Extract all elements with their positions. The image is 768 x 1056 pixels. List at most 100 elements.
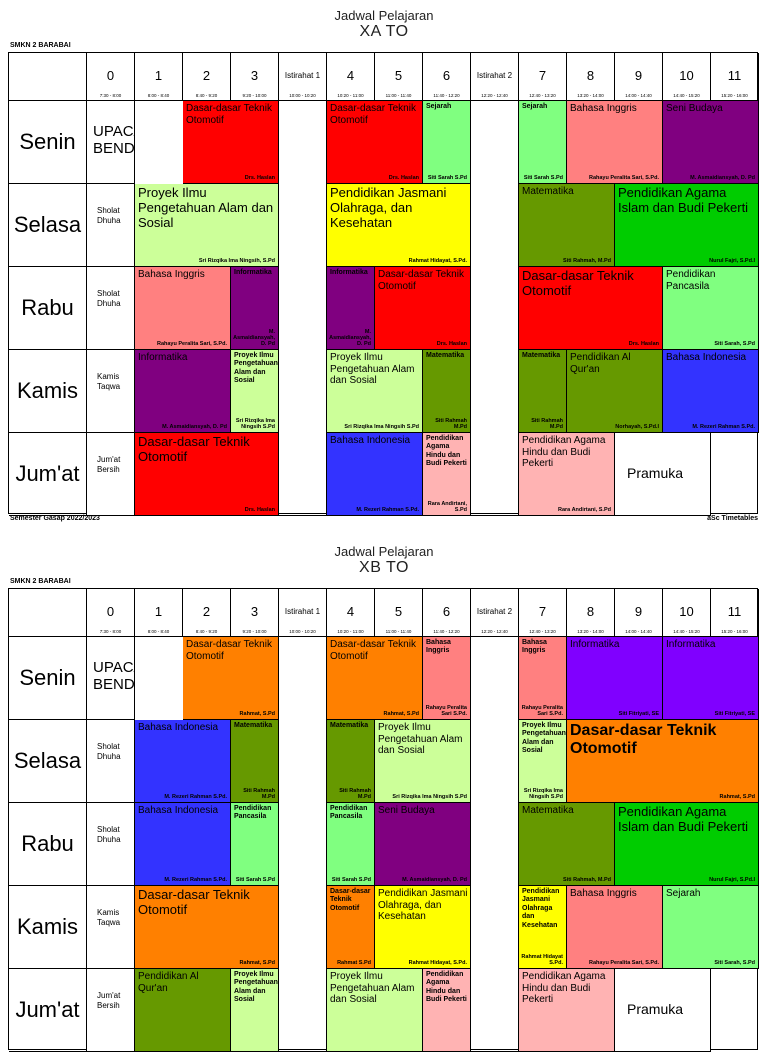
lesson-cell[interactable]: Pendidikan Agama Hindu dan Budi Pekerti [519,969,615,1052]
lesson-cell[interactable]: Dasar-dasar Teknik Otomotif Rahmat, S.Pd [327,637,423,720]
lesson-cell[interactable]: Pendidikan Pancasila Siti Sarah S.Pd [327,803,375,886]
lesson-cell[interactable]: Pendidikan Agama Islam dan Budi Pekerti N… [615,803,759,886]
lesson-cell[interactable]: Bahasa Inggris Rahayu Peralita Sari, S.Pd… [567,886,663,969]
lesson-cell[interactable]: Jum'at Bersih [87,433,135,516]
lesson-cell[interactable]: Proyek Ilmu Pengetahuan Alam dan Sosial S… [231,350,279,433]
lesson-cell[interactable]: Pendidikan Al Qur'an Norhayah, S.Pd.I [567,350,663,433]
lesson-cell[interactable]: Dasar-dasar Teknik Otomotif Drs. Haslan [135,433,279,516]
lesson-cell[interactable]: Pendidikan Jasmani Olahraga, dan Kesehat… [375,886,471,969]
day-label: Rabu [9,803,87,886]
lesson-cell[interactable]: Bahasa Inggris Rahayu Peralita Sari S.Pd. [519,637,567,720]
lesson-cell[interactable]: Proyek Ilmu Pengetahuan Alam dan Sosial S… [519,720,567,803]
lesson-cell[interactable]: Proyek Ilmu Pengetahuan Alam dan Sosial [327,969,423,1052]
period-header: 2 8:40 - 9:20 [183,53,231,101]
lesson-cell[interactable]: Pendidikan Al Qur'an [135,969,231,1052]
lesson-cell[interactable]: Dasar-dasar Teknik Otomotif Drs. Haslan [519,267,663,350]
lesson-cell[interactable]: UPACARA BENDERA [87,101,135,184]
lesson-cell[interactable]: Bahasa Inggris Rahayu Peralita Sari, S.Pd… [135,267,231,350]
lesson-cell[interactable]: Proyek Ilmu Pengetahuan Alam dan Sosial S… [135,184,279,267]
lesson-subject: Dasar-dasar Teknik Otomotif [330,103,416,126]
lesson-cell[interactable]: Dasar-dasar Teknik Otomotif Rahmat S.Pd [327,886,375,969]
lesson-cell[interactable]: Kamis Taqwa [87,886,135,969]
lesson-cell[interactable]: Dasar-dasar Teknik Otomotif Rahmat, S.Pd [183,637,279,720]
lesson-cell[interactable]: Informatika Siti Fitriyati, SE [567,637,663,720]
lesson-teacher: Drs. Haslan [244,507,275,513]
break-column [279,101,327,516]
period-time: 8:00 - 8:40 [147,629,170,634]
lesson-subject: Pendidikan Agama Hindu dan Budi Pekerti [426,435,467,468]
day-name: Senin [19,129,76,154]
lesson-cell[interactable]: UPACARA BENDERA [87,637,135,720]
lesson-cell[interactable]: Matematika Siti Rahmah M.Pd [327,720,375,803]
lesson-teacher: Rahayu Peralita Sari S.Pd. [425,705,467,717]
day-label: Rabu [9,267,87,350]
period-header: Istirahat 2 12:20 - 12:40 [471,53,519,101]
lesson-subject: Pendidikan Agama Hindu dan Budi Pekerti [522,971,606,1005]
lesson-cell[interactable]: Matematika Siti Rahmah M.Pd [423,350,471,433]
period-number: 3 [250,604,259,619]
lesson-cell[interactable]: Bahasa Indonesia M. Rezeri Rahman S.Pd. [663,350,759,433]
lesson-teacher: Nurul Fajri, S.Pd.I [709,258,755,264]
lesson-cell[interactable]: Informatika M. Asmaidiansyah, D. Pd [327,267,375,350]
lesson-cell[interactable]: Jum'at Bersih [87,969,135,1052]
lesson-cell[interactable]: Sholat Dhuha [87,720,135,803]
lesson-teacher: Siti Rahmah M.Pd [243,788,275,800]
lesson-cell[interactable]: Dasar-dasar Teknik Otomotif Rahmat, S.Pd [135,886,279,969]
lesson-cell[interactable]: Informatika M. Asmaidiansyah, D. Pd [231,267,279,350]
lesson-cell[interactable]: Kamis Taqwa [87,350,135,433]
lesson-cell[interactable]: Proyek Ilmu Pengetahuan Alam dan Sosial [231,969,279,1052]
lesson-cell[interactable]: Informatika M. Asmaidiansyah, D. Pd [135,350,231,433]
lesson-teacher: Rahmat Hidayat, S.Pd. [408,258,467,264]
period-header: 3 9:20 - 10:00 [231,53,279,101]
period-header: 1 8:00 - 8:40 [135,589,183,637]
lesson-cell[interactable]: Sejarah Siti Sarah S.Pd [519,101,567,184]
lesson-cell[interactable]: Dasar-dasar Teknik Otomotif Drs. Haslan [327,101,423,184]
period-time: 14:00 - 14:40 [625,629,652,634]
lesson-cell[interactable]: Dasar-dasar Teknik Otomotif Drs. Haslan [375,267,471,350]
lesson-cell[interactable]: Dasar-dasar Teknik Otomotif Drs. Haslan [183,101,279,184]
period-header: 6 11:40 - 12:20 [423,589,471,637]
lesson-subject: Dasar-dasar Teknik Otomotif [522,268,634,298]
lesson-cell[interactable]: Sejarah Siti Sarah, S.Pd [663,886,759,969]
lesson-cell[interactable]: Sholat Dhuha [87,267,135,350]
lesson-cell[interactable]: Proyek Ilmu Pengetahuan Alam dan Sosial S… [375,720,471,803]
lesson-cell[interactable]: Matematika Siti Rahmah, M.Pd [519,803,615,886]
lesson-subject: UPACARA BENDERA [93,659,135,694]
lesson-cell[interactable]: Bahasa Indonesia M. Rezeri Rahman S.Pd. [135,720,231,803]
lesson-teacher: Drs. Haslan [628,341,659,347]
lesson-cell[interactable]: Bahasa Indonesia M. Rezeri Rahman S.Pd. [327,433,423,516]
lesson-cell[interactable]: Matematika Siti Rahmah M.Pd [519,350,567,433]
period-number: Istirahat 2 [476,71,513,80]
break-column [471,101,519,516]
lesson-cell[interactable]: Pendidikan Jasmani Olahraga, dan Kesehat… [327,184,471,267]
lesson-cell[interactable]: Pendidikan Agama Islam dan Budi Pekerti N… [615,184,759,267]
lesson-subject: Matematika [522,186,574,197]
lesson-cell[interactable]: Dasar-dasar Teknik Otomotif Rahmat, S.Pd [567,720,759,803]
day-label: Jum'at [9,433,87,516]
lesson-cell[interactable]: Seni Budaya M. Asmaidiansyah, D. Pd [375,803,471,886]
period-number: 6 [442,604,451,619]
lesson-cell[interactable]: Matematika Siti Rahmah M.Pd [231,720,279,803]
lesson-cell[interactable]: Sejarah Siti Sarah S.Pd [423,101,471,184]
lesson-cell[interactable]: Pramuka [615,969,711,1052]
lesson-cell[interactable]: Pendidikan Jasmani Olahraga dan Kesehata… [519,886,567,969]
lesson-cell[interactable]: Seni Budaya M. Asmaidiansyah, D. Pd [663,101,759,184]
lesson-cell[interactable]: Pramuka [615,433,711,516]
lesson-cell[interactable]: Pendidikan Agama Hindu dan Budi Pekerti R… [423,433,471,516]
lesson-cell[interactable]: Pendidikan Pancasila Siti Sarah S.Pd [231,803,279,886]
lesson-cell[interactable]: Bahasa Indonesia M. Rezeri Rahman S.Pd. [135,803,231,886]
lesson-cell[interactable]: Bahasa Inggris Rahayu Peralita Sari, S.Pd… [567,101,663,184]
lesson-cell[interactable]: Proyek Ilmu Pengetahuan Alam dan Sosial S… [327,350,423,433]
lesson-cell[interactable]: Bahasa Inggris Rahayu Peralita Sari S.Pd. [423,637,471,720]
lesson-cell[interactable]: Informatika Siti Fitriyati, SE [663,637,759,720]
period-header: 0 7:30 - 8:00 [87,589,135,637]
lesson-cell[interactable]: Pendidikan Agama Hindu dan Budi Pekerti [423,969,471,1052]
period-time: 10:20 - 11:00 [337,629,364,634]
lesson-cell[interactable]: Sholat Dhuha [87,803,135,886]
lesson-cell[interactable]: Pendidikan Agama Hindu dan Budi Pekerti R… [519,433,615,516]
lesson-cell[interactable]: Sholat Dhuha [87,184,135,267]
lesson-subject: Dasar-dasar Teknik Otomotif [330,639,416,662]
lesson-cell[interactable]: Matematika Siti Rahmah, M.Pd [519,184,615,267]
lesson-cell[interactable]: Pendidikan Pancasila Siti Sarah, S.Pd [663,267,759,350]
timetable-title: Jadwal Pelajaran [334,8,434,23]
